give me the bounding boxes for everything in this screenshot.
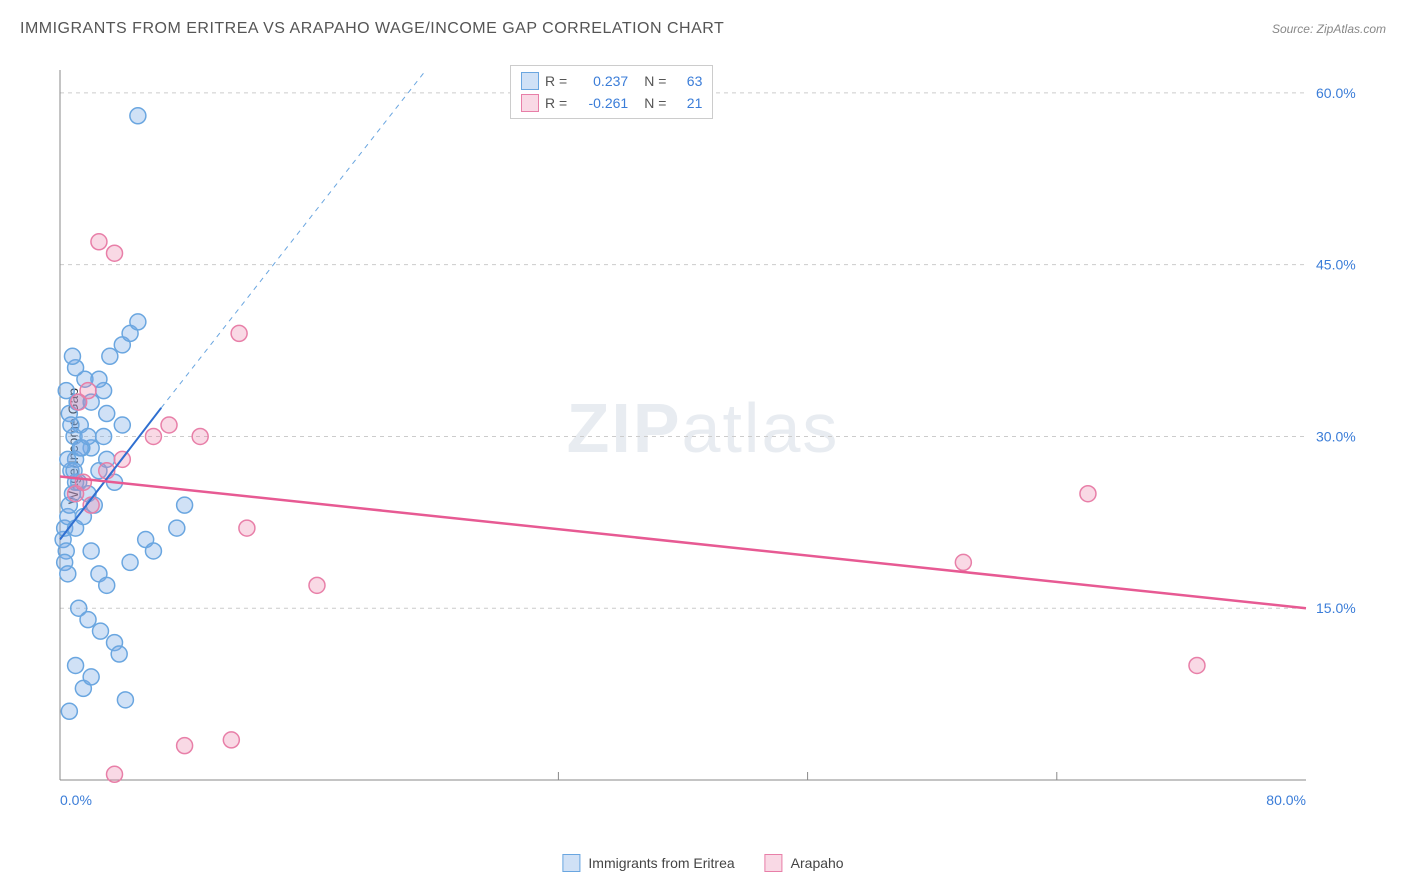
svg-text:80.0%: 80.0% — [1266, 792, 1306, 808]
n-value: 21 — [672, 95, 702, 111]
legend-item: Arapaho — [765, 854, 844, 872]
r-value: 0.237 — [573, 73, 628, 89]
legend-item: Immigrants from Eritrea — [562, 854, 734, 872]
legend-swatch — [521, 94, 539, 112]
svg-text:45.0%: 45.0% — [1316, 257, 1356, 273]
legend-swatch — [562, 854, 580, 872]
n-label: N = — [644, 73, 666, 89]
source-label: Source: ZipAtlas.com — [1272, 22, 1386, 36]
series-legend: Immigrants from Eritrea Arapaho — [562, 854, 843, 872]
legend-row: R = 0.237 N = 63 — [521, 70, 702, 92]
n-value: 63 — [672, 73, 702, 89]
svg-text:15.0%: 15.0% — [1316, 600, 1356, 616]
r-label: R = — [545, 95, 567, 111]
legend-label: Immigrants from Eritrea — [588, 855, 734, 871]
svg-text:30.0%: 30.0% — [1316, 428, 1356, 444]
legend-swatch — [521, 72, 539, 90]
correlation-legend: R = 0.237 N = 63 R = -0.261 N = 21 — [510, 65, 713, 119]
r-label: R = — [545, 73, 567, 89]
legend-row: R = -0.261 N = 21 — [521, 92, 702, 114]
n-label: N = — [644, 95, 666, 111]
legend-label: Arapaho — [791, 855, 844, 871]
chart-title: IMMIGRANTS FROM ERITREA VS ARAPAHO WAGE/… — [20, 20, 724, 38]
svg-text:0.0%: 0.0% — [60, 792, 92, 808]
scatter-plot: 15.0% 30.0% 45.0% 60.0% 0.0% 80.0% — [50, 60, 1386, 820]
legend-swatch — [765, 854, 783, 872]
svg-text:60.0%: 60.0% — [1316, 85, 1356, 101]
r-value: -0.261 — [573, 95, 628, 111]
